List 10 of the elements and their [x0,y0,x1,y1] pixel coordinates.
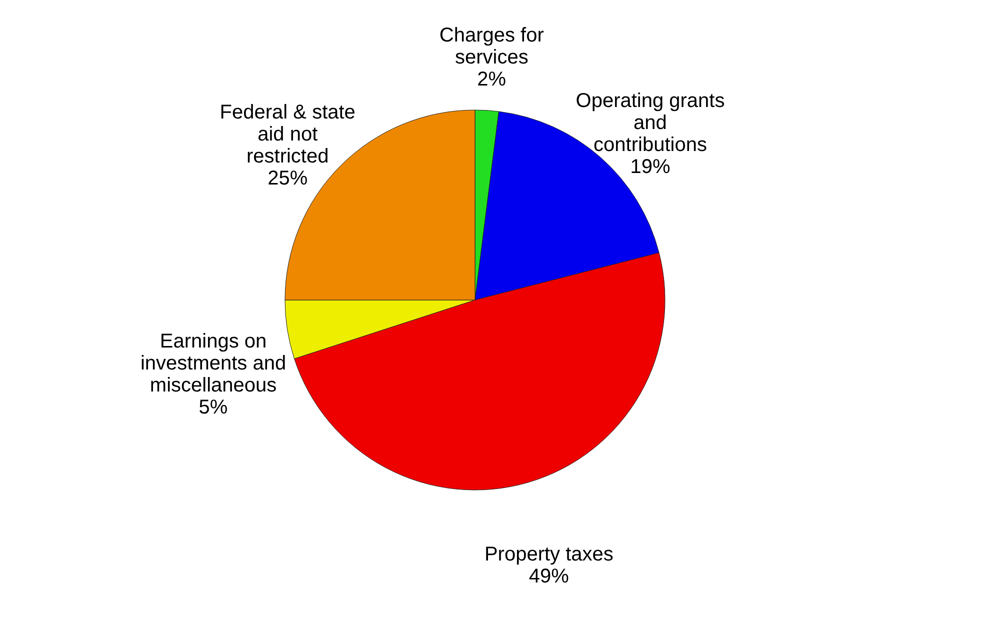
data-label: 49% [528,565,570,588]
data-label: 5% [198,396,228,418]
slice-label: Property taxes [484,543,614,566]
slice-label: Federal & state aid not restricted [220,102,356,168]
slice-label: Charges for services [439,24,544,69]
data-label: 19% [630,156,670,178]
slice-label: Operating grants and contributions [576,90,725,156]
data-label: 2% [477,68,506,91]
slice-label: Earnings on investments and miscellaneous [140,330,286,396]
data-label: 25% [268,168,308,190]
